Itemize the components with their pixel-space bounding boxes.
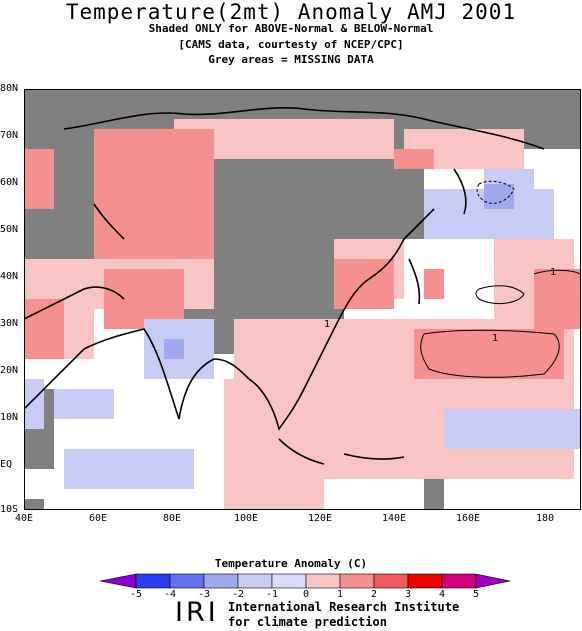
colorbar-cell	[339, 573, 375, 589]
lat-label-30n: 30N	[0, 318, 19, 329]
colorbar-cell	[305, 573, 341, 589]
lat-label-50n: 50N	[0, 224, 19, 235]
lat-label-40n: 40N	[0, 271, 19, 282]
lat-label-10n: 10N	[0, 412, 19, 423]
colorbar-tick: 1	[336, 589, 344, 600]
south-asia-coast	[24, 328, 250, 420]
colorbar-cell	[135, 573, 171, 589]
coastlines	[24, 107, 545, 465]
lat-label-20n: 20N	[0, 365, 19, 376]
west-asia-coast	[24, 286, 125, 320]
colorbar-tick: -4	[163, 589, 177, 600]
caspian-coast	[93, 203, 125, 240]
lon-label-80e: 80E	[162, 513, 182, 524]
subtitle-shading-note: Shaded ONLY for ABOVE-Normal & BELOW-Nor…	[148, 22, 434, 35]
colorbar-tick: 4	[438, 589, 446, 600]
japan-coast	[408, 258, 421, 305]
subtitle-missing-note: Grey areas = MISSING DATA	[208, 53, 374, 66]
colorbar-cell	[373, 573, 409, 589]
lon-label-40e: 40E	[14, 513, 34, 524]
lat-label-eq: EQ	[0, 459, 13, 470]
colorbar-cell	[441, 573, 477, 589]
contour-label-1c: 1	[550, 267, 556, 278]
anomaly-map: 1 1 1	[24, 89, 581, 510]
colorbar-tick: 5	[472, 589, 480, 600]
arctic-coast	[63, 107, 545, 150]
lat-label-70n: 70N	[0, 130, 19, 141]
contour-minus1-dashed	[476, 180, 515, 204]
contour-plus1-pacific	[420, 329, 560, 378]
borneo-coast	[278, 438, 325, 465]
lon-label-120e: 120E	[307, 513, 333, 524]
colorbar-cell-highest	[475, 573, 510, 589]
colorbar-title: Temperature Anomaly (C)	[214, 557, 368, 570]
colorbar-tick: 2	[370, 589, 378, 600]
lon-label-160e: 160E	[455, 513, 481, 524]
contour-plus1-east	[533, 269, 581, 275]
colorbar-tick: 0	[302, 589, 310, 600]
lon-label-180: 180	[535, 513, 555, 524]
contour-plus1-north-pacific	[475, 285, 525, 305]
lon-label-60e: 60E	[88, 513, 108, 524]
colorbar-tick: -3	[197, 589, 211, 600]
contour-label-1a: 1	[324, 319, 330, 330]
colorbar-cell	[407, 573, 443, 589]
colorbar-cell	[237, 573, 273, 589]
lat-label-60n: 60N	[0, 177, 19, 188]
lat-label-80n: 80N	[0, 83, 19, 94]
colorbar-cell	[169, 573, 205, 589]
east-asia-coast	[248, 208, 435, 431]
colorbar-cell-lowest	[100, 573, 137, 589]
contour-labels: 1 1 1	[324, 267, 556, 344]
subtitle-data-source: [CAMS data, courtesty of NCEP/CPC]	[178, 38, 404, 51]
colorbar-tick: -1	[265, 589, 279, 600]
iri-name-line2: for climate prediction	[228, 615, 387, 629]
lon-label-140e: 140E	[381, 513, 407, 524]
map-frame	[24, 89, 581, 510]
colorbar	[100, 573, 510, 589]
colorbar-tick: -2	[231, 589, 245, 600]
new-guinea-coast	[343, 453, 405, 460]
kamchatka-coast	[453, 168, 467, 215]
contour-lines	[420, 180, 581, 378]
iri-name-line1: International Research Institute	[228, 600, 460, 614]
colorbar-tick: -5	[129, 589, 143, 600]
colorbar-tick: 3	[404, 589, 412, 600]
iri-logo: IRI	[175, 597, 219, 628]
colorbar-cell	[271, 573, 307, 589]
contour-label-1b: 1	[492, 333, 498, 344]
lat-label-10s: 10S	[0, 504, 19, 515]
colorbar-cell	[203, 573, 239, 589]
lon-label-100e: 100E	[233, 513, 259, 524]
map-title: Temperature(2mt) Anomaly AMJ 2001	[65, 0, 517, 24]
